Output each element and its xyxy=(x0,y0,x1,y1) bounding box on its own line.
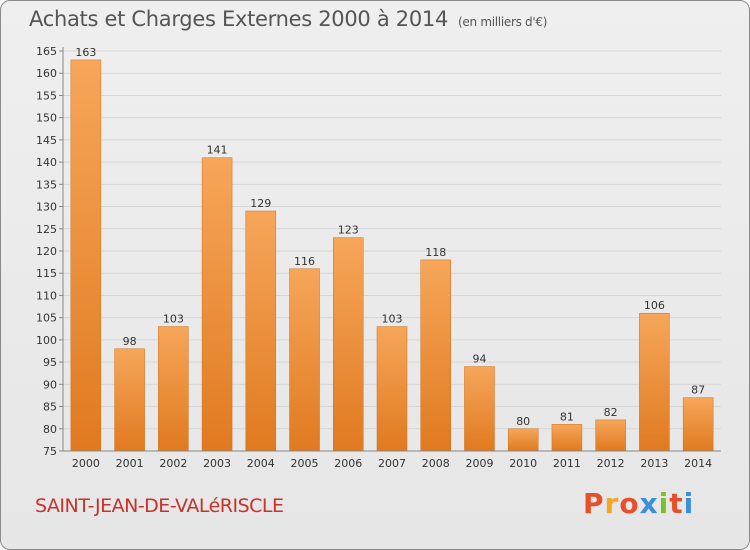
y-tick-label: 165 xyxy=(36,45,57,58)
y-tick-label: 140 xyxy=(36,156,57,169)
bar-2010 xyxy=(507,428,539,452)
logo-letter: P xyxy=(583,487,605,520)
x-tick-label-2013: 2013 xyxy=(640,457,668,470)
value-label-2013: 106 xyxy=(644,299,665,312)
bar-2002 xyxy=(158,326,189,452)
value-label-2003: 141 xyxy=(207,144,228,157)
y-tick-label: 130 xyxy=(36,201,57,214)
y-tick-label: 155 xyxy=(36,89,57,102)
x-tick-label-2011: 2011 xyxy=(553,457,581,470)
x-tick-label-2003: 2003 xyxy=(203,457,231,470)
value-label-2011: 81 xyxy=(560,410,574,423)
x-tick-label-2002: 2002 xyxy=(159,457,187,470)
x-tick-label-2014: 2014 xyxy=(684,457,712,470)
x-tick-label-2007: 2007 xyxy=(378,457,406,470)
y-tick-label: 115 xyxy=(36,267,57,280)
x-tick-label-2000: 2000 xyxy=(72,457,100,470)
logo-letter: x xyxy=(639,487,659,520)
value-label-2002: 103 xyxy=(163,313,184,326)
x-tick-label-2012: 2012 xyxy=(597,457,625,470)
value-label-2009: 94 xyxy=(472,353,486,366)
bar-2006 xyxy=(333,237,364,452)
logo-letter: i xyxy=(658,487,670,520)
bar-2001 xyxy=(114,348,145,452)
x-tick-label-2009: 2009 xyxy=(465,457,493,470)
logo-letter: t xyxy=(669,487,684,520)
x-tick-label-2001: 2001 xyxy=(116,457,144,470)
value-label-2001: 98 xyxy=(123,335,137,348)
x-tick-label-2005: 2005 xyxy=(291,457,319,470)
x-tick-label-2004: 2004 xyxy=(247,457,275,470)
y-tick-label: 110 xyxy=(36,289,57,302)
y-tick-label: 90 xyxy=(43,378,57,391)
value-label-2010: 80 xyxy=(516,415,530,428)
logo-letter: o xyxy=(619,487,640,520)
y-tick-label: 80 xyxy=(43,423,57,436)
proxiti-logo: Proxiti xyxy=(583,487,694,520)
value-label-2000: 163 xyxy=(75,46,96,59)
bar-2011 xyxy=(551,424,583,452)
chart-title: Achats et Charges Externes 2000 à 2014 (e… xyxy=(29,7,547,31)
bar-2009 xyxy=(464,366,495,452)
x-tick-label-2008: 2008 xyxy=(422,457,450,470)
value-label-2005: 116 xyxy=(294,255,315,268)
logo-letter: r xyxy=(604,487,620,520)
logo-letter: i xyxy=(683,487,695,520)
chart-unit: (en milliers d'€) xyxy=(458,15,548,29)
bar-2012 xyxy=(595,419,626,452)
value-label-2012: 82 xyxy=(604,406,618,419)
value-label-2008: 118 xyxy=(425,246,446,259)
x-tick-label-2010: 2010 xyxy=(509,457,537,470)
bar-2008 xyxy=(420,259,451,452)
bar-2007 xyxy=(376,326,408,452)
bar-2003 xyxy=(201,157,233,452)
y-tick-label: 135 xyxy=(36,178,57,191)
value-label-2014: 87 xyxy=(691,384,705,397)
value-label-2007: 103 xyxy=(382,313,403,326)
y-tick-label: 105 xyxy=(36,312,57,325)
y-tick-label: 75 xyxy=(43,445,57,458)
chart-title-text: Achats et Charges Externes 2000 à 2014 xyxy=(29,7,449,31)
y-tick-label: 95 xyxy=(43,356,57,369)
bar-2013 xyxy=(639,312,670,452)
y-tick-label: 125 xyxy=(36,223,57,236)
bar-2004 xyxy=(245,210,277,452)
y-tick-label: 120 xyxy=(36,245,57,258)
y-tick-label: 85 xyxy=(43,401,57,414)
y-tick-label: 145 xyxy=(36,134,57,147)
bar-2005 xyxy=(289,268,320,452)
y-tick-label: 100 xyxy=(36,334,57,347)
y-tick-label: 150 xyxy=(36,112,57,125)
value-label-2006: 123 xyxy=(338,224,359,237)
commune-name: SAINT-JEAN-DE-VALéRISCLE xyxy=(35,495,284,517)
bar-2000 xyxy=(70,59,102,452)
x-tick-label-2006: 2006 xyxy=(334,457,362,470)
bar-2014 xyxy=(682,397,714,452)
value-label-2004: 129 xyxy=(250,197,271,210)
y-tick-label: 160 xyxy=(36,67,57,80)
